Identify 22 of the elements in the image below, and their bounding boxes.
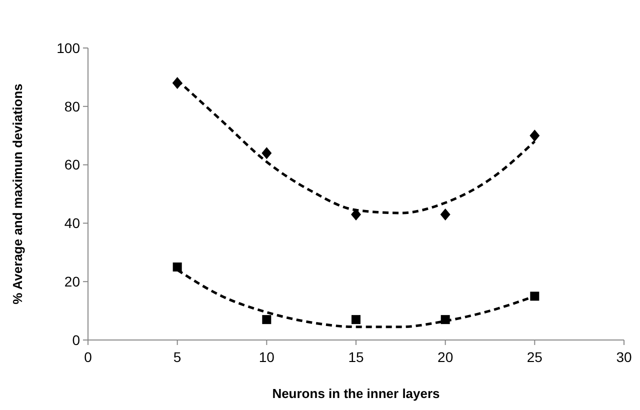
point	[172, 262, 182, 272]
y-tick-label: 80	[64, 98, 80, 114]
point	[262, 315, 272, 324]
y-tick-label: 60	[64, 156, 80, 173]
point	[530, 292, 540, 301]
x-tick-label: 5	[173, 349, 182, 365]
x-tick-label: 15	[348, 349, 364, 365]
x-tick-label: 30	[616, 349, 632, 365]
point	[262, 147, 272, 160]
point	[352, 315, 360, 324]
y-tick-label: 40	[64, 215, 80, 232]
x-axis-title: Neurons in the inner layers	[272, 386, 440, 401]
point	[440, 208, 450, 220]
x-tick-label: 25	[526, 349, 543, 365]
x-tick-label: 20	[438, 349, 454, 365]
y-axis-title: % Average and maximun deviations	[10, 84, 25, 304]
y-tick-label: 20	[64, 274, 80, 290]
point	[530, 130, 540, 142]
x-tick-label: 10	[258, 349, 275, 365]
y-tick-label: 100	[56, 40, 80, 56]
x-tick-label: 0	[84, 349, 92, 365]
y-tick-label: 0	[72, 332, 80, 348]
